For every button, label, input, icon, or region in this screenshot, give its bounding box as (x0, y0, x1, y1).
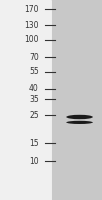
Text: 15: 15 (29, 138, 39, 148)
Text: 25: 25 (29, 110, 39, 119)
Text: 40: 40 (29, 84, 39, 93)
Text: 170: 170 (24, 4, 39, 14)
Ellipse shape (66, 121, 93, 124)
Bar (0, 0, 51, 200)
Text: 70: 70 (29, 52, 39, 62)
Text: 100: 100 (24, 36, 39, 45)
Text: 130: 130 (24, 21, 39, 29)
Ellipse shape (66, 115, 93, 119)
Text: 55: 55 (29, 68, 39, 76)
Text: 10: 10 (29, 156, 39, 166)
Text: 35: 35 (29, 95, 39, 104)
